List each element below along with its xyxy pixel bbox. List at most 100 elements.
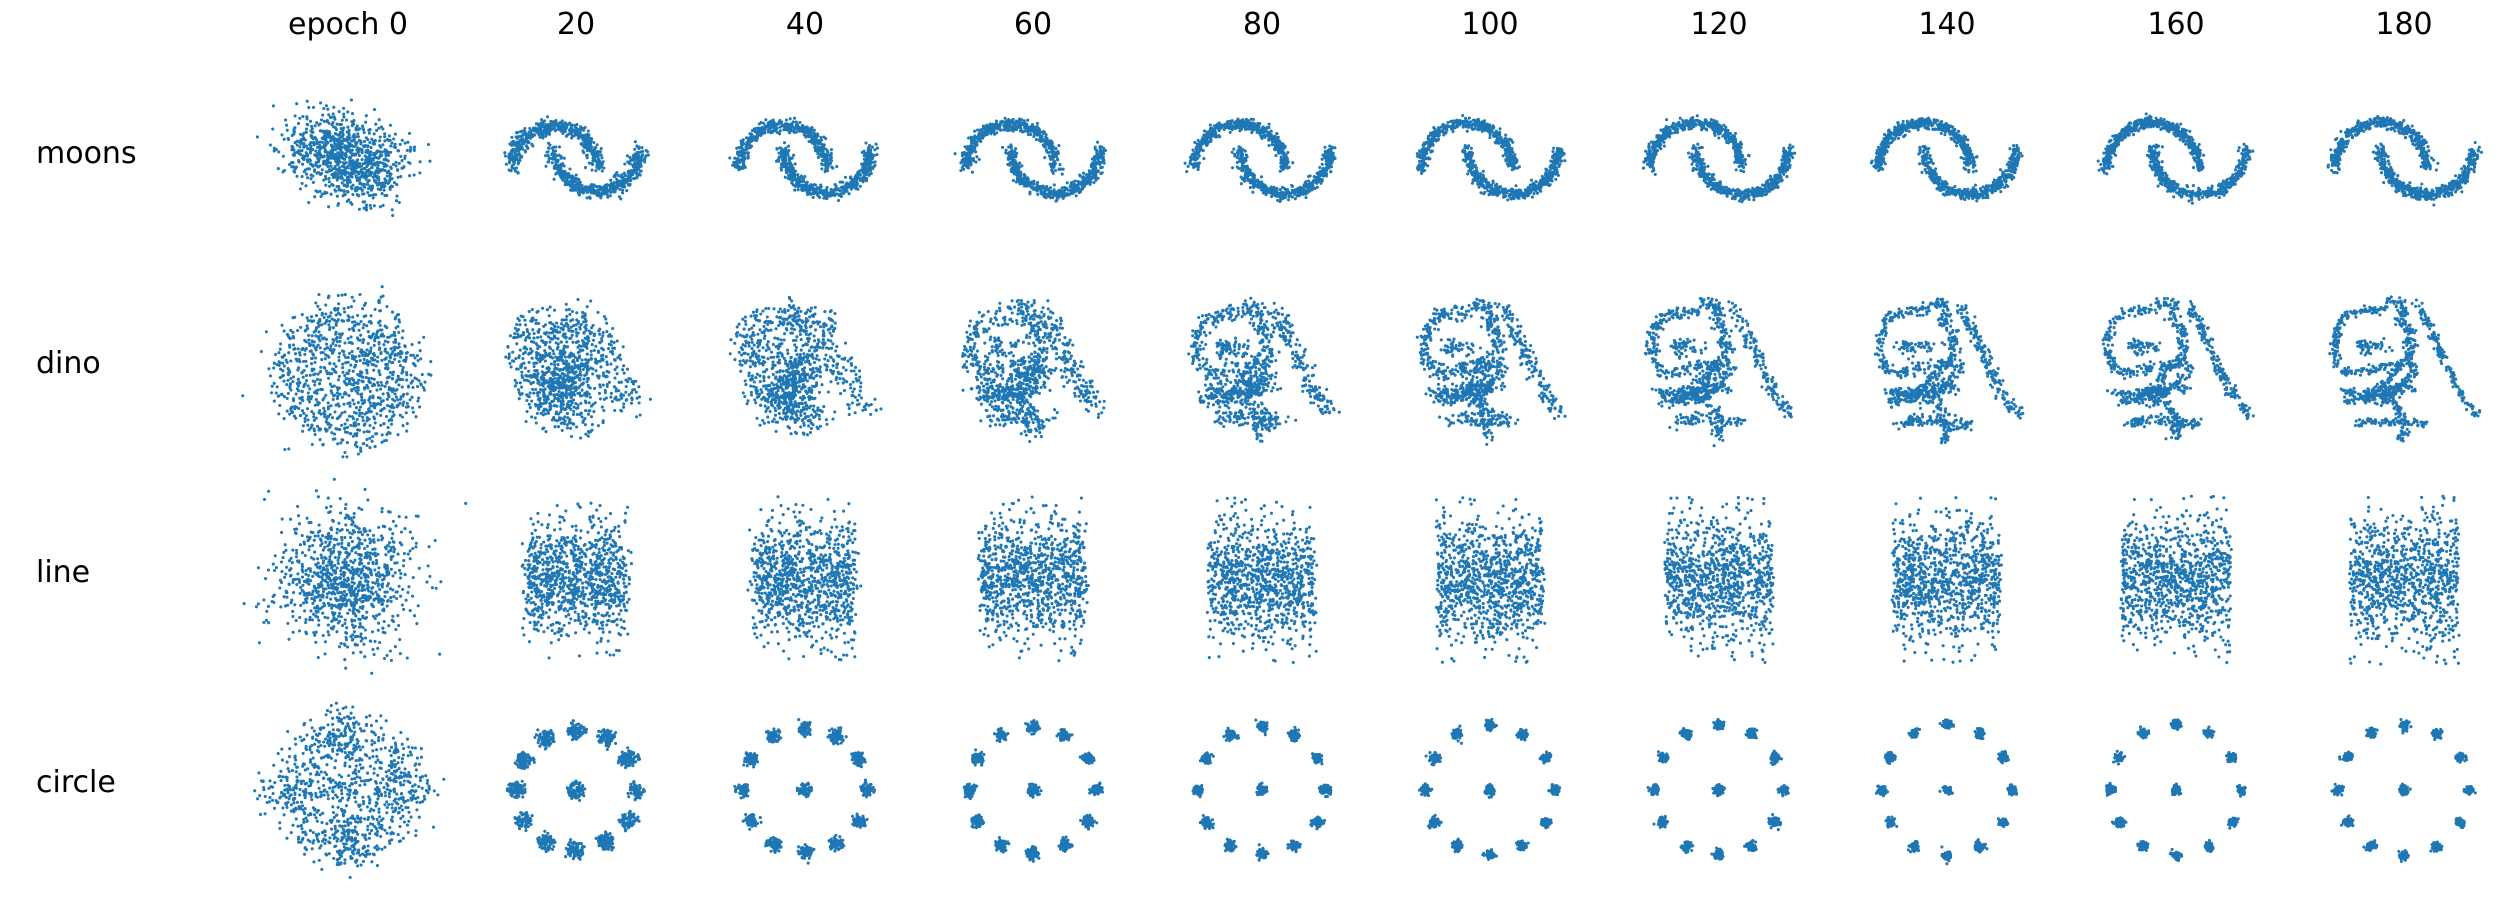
scatter-point xyxy=(554,128,557,131)
scatter-point xyxy=(354,170,357,173)
scatter-point xyxy=(380,126,383,129)
scatter-point xyxy=(528,136,531,139)
scatter-point xyxy=(603,190,606,193)
scatter-point xyxy=(346,126,349,129)
scatter-point xyxy=(613,174,616,177)
scatter-point xyxy=(978,158,981,161)
scatter-point xyxy=(330,193,333,196)
scatter-point xyxy=(356,193,359,196)
scatter-point xyxy=(374,123,377,126)
scatter-point xyxy=(342,115,345,118)
scatter-point xyxy=(811,129,814,132)
scatter-point xyxy=(316,146,319,149)
scatter-point xyxy=(787,177,790,180)
scatter-point xyxy=(342,126,345,129)
scatter-point xyxy=(866,158,869,161)
scatter-point xyxy=(599,187,602,190)
scatter-point xyxy=(374,171,377,174)
scatter-point xyxy=(798,179,801,182)
scatter-point xyxy=(541,136,544,139)
scatter-point xyxy=(845,181,848,184)
scatter-point xyxy=(393,181,396,184)
scatter-point xyxy=(969,146,972,149)
scatter-point xyxy=(778,132,781,135)
scatter-point xyxy=(826,151,829,154)
scatter-point xyxy=(343,158,346,161)
scatter-point xyxy=(306,147,309,150)
scatter-point xyxy=(861,168,864,171)
scatter-point xyxy=(539,126,542,129)
scatter-point xyxy=(754,139,757,142)
scatter-point xyxy=(328,132,331,135)
scatter-point xyxy=(741,167,744,170)
scatter-point xyxy=(822,135,825,138)
scatter-point xyxy=(554,155,557,158)
scatter-point xyxy=(1032,180,1035,183)
scatter-point xyxy=(627,179,630,182)
scatter-point xyxy=(342,170,345,173)
scatter-point xyxy=(517,162,520,165)
scatter-point xyxy=(1056,158,1059,161)
scatter-point xyxy=(363,131,366,134)
scatter-point xyxy=(391,208,394,211)
scatter-point xyxy=(364,173,367,176)
scatter-point xyxy=(347,138,350,141)
scatter-point xyxy=(350,98,353,101)
scatter-point xyxy=(295,175,298,178)
scatter-point xyxy=(544,154,547,157)
column-label: 140 xyxy=(1918,7,1975,42)
scatter-point xyxy=(297,159,300,162)
scatter-point xyxy=(743,152,746,155)
row-label: moons xyxy=(36,136,137,171)
scatter-point xyxy=(564,183,567,186)
scatter-point xyxy=(1043,156,1046,159)
scatter-point xyxy=(355,174,358,177)
scatter-point xyxy=(305,127,308,130)
scatter-point xyxy=(754,130,757,133)
scatter-point xyxy=(1028,192,1031,195)
scatter-point xyxy=(635,163,638,166)
row-label: dino xyxy=(36,346,101,381)
scatter-point xyxy=(361,151,364,154)
scatter-point xyxy=(793,174,796,177)
scatter-point xyxy=(362,128,365,131)
scatter-point xyxy=(331,121,334,124)
scatter-point xyxy=(347,198,350,201)
scatter-point xyxy=(404,155,407,158)
scatter-point xyxy=(408,132,411,135)
scatter-point xyxy=(1005,149,1008,152)
scatter-point xyxy=(294,114,297,117)
scatter-point xyxy=(1045,150,1048,153)
scatter-point xyxy=(814,147,817,150)
scatter-point xyxy=(318,157,321,160)
scatter-point xyxy=(573,180,576,183)
scatter-point xyxy=(344,154,347,157)
scatter-point xyxy=(522,140,525,143)
scatter-point xyxy=(508,169,511,172)
scatter-point xyxy=(801,124,804,127)
scatter-point xyxy=(594,169,597,172)
scatter-point xyxy=(351,140,354,143)
scatter-point xyxy=(373,132,376,135)
scatter-point xyxy=(381,150,384,153)
scatter-point xyxy=(564,172,567,175)
scatter-point xyxy=(1054,169,1057,172)
scatter-point xyxy=(307,201,310,204)
scatter-point xyxy=(867,146,870,149)
column-label: 120 xyxy=(1690,7,1747,42)
scatter-point xyxy=(591,163,594,166)
scatter-point xyxy=(775,160,778,163)
scatter-point xyxy=(973,147,976,150)
scatter-point xyxy=(388,134,391,137)
scatter-point xyxy=(735,147,738,150)
scatter-point xyxy=(351,193,354,196)
scatter-point xyxy=(641,150,644,153)
scatter-point xyxy=(343,179,346,182)
scatter-point xyxy=(567,174,570,177)
scatter-point xyxy=(837,199,840,202)
scatter-point xyxy=(356,151,359,154)
scatter-point xyxy=(793,189,796,192)
scatter-point xyxy=(966,145,969,148)
scatter-point xyxy=(314,124,317,127)
scatter-point xyxy=(785,151,788,154)
